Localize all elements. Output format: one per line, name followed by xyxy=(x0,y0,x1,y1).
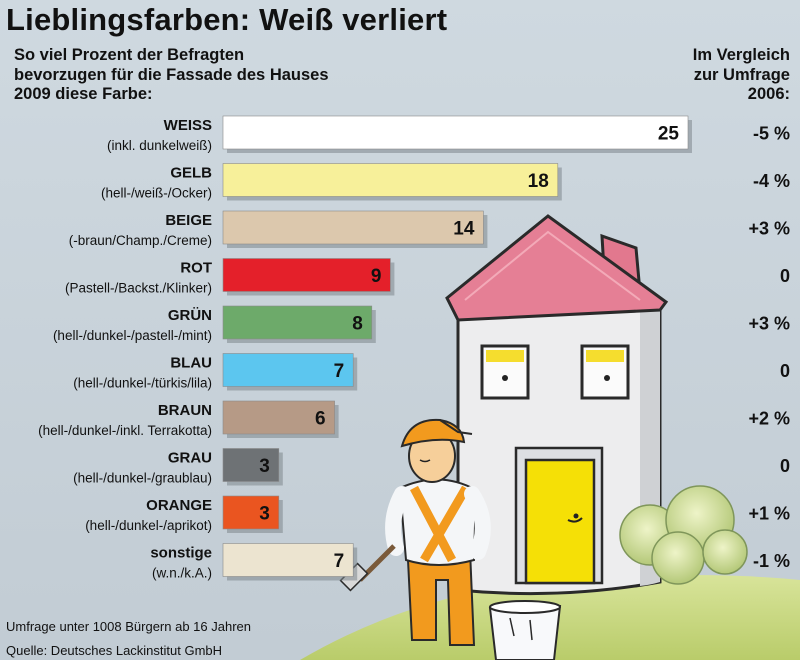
bar xyxy=(222,543,354,577)
bar-value-label: 3 xyxy=(259,456,270,477)
bar-value-label: 7 xyxy=(334,551,345,572)
change-vs-2006-label: -1 % xyxy=(753,551,790,571)
category-label: sonstige xyxy=(150,545,212,562)
window-left xyxy=(480,344,530,400)
bar-value-label: 14 xyxy=(453,219,475,240)
category-detail-label: (inkl. dunkelweiß) xyxy=(107,138,212,153)
bush xyxy=(619,485,748,585)
category-label: ROT xyxy=(180,260,212,277)
category-detail-label: (w.n./k.A.) xyxy=(152,566,212,581)
comparison-header-line: 2006: xyxy=(747,85,790,103)
bar-value-label: 18 xyxy=(528,171,549,192)
bar xyxy=(222,258,391,292)
bar xyxy=(222,448,280,482)
category-detail-label: (hell-/dunkel-/aprikot) xyxy=(85,518,212,533)
bar xyxy=(222,163,559,197)
bar-value-label: 7 xyxy=(334,361,345,382)
category-label: GRÜN xyxy=(168,307,212,324)
chart-title: Lieblingsfarben: Weiß verliert xyxy=(6,2,448,37)
paint-bucket xyxy=(488,600,562,660)
category-detail-label: (hell-/weiß-/Ocker) xyxy=(101,186,212,201)
category-detail-label: (hell-/dunkel-/graublau) xyxy=(73,471,212,486)
bar-value-label: 6 xyxy=(315,409,326,430)
comparison-header-line: zur Umfrage xyxy=(693,65,790,84)
bar xyxy=(222,210,484,245)
change-vs-2006-label: 0 xyxy=(780,456,790,476)
bar-value-label: 25 xyxy=(658,124,680,145)
bar-value-label: 3 xyxy=(259,504,270,525)
change-vs-2006-label: -5 % xyxy=(753,124,790,144)
category-label: BLAU xyxy=(170,355,212,372)
category-label: BEIGE xyxy=(165,212,212,229)
source-note: Quelle: Deutsches Lackinstitut GmbH xyxy=(6,643,223,658)
category-detail-label: (Pastell-/Backst./Klinker) xyxy=(65,281,212,296)
category-detail-label: (hell-/dunkel-/türkis/lila) xyxy=(73,376,212,391)
house xyxy=(445,214,669,596)
change-vs-2006-label: +3 % xyxy=(748,219,790,239)
comparison-header-line: Im Vergleich xyxy=(692,46,790,64)
subtitle-line: 2009 diese Farbe: xyxy=(14,85,153,103)
chart-subtitle: So viel Prozent der Befragten bevorzugen… xyxy=(14,46,329,105)
category-label: WEISS xyxy=(164,117,212,134)
survey-note: Umfrage unter 1008 Bürgern ab 16 Jahren xyxy=(6,619,251,634)
bar xyxy=(222,353,354,387)
category-detail-label: (-braun/Champ./Creme) xyxy=(69,233,212,248)
category-detail-label: (hell-/dunkel-/pastell-/mint) xyxy=(53,328,212,343)
change-vs-2006-label: +1 % xyxy=(748,504,790,524)
change-vs-2006-label: +2 % xyxy=(748,409,790,429)
change-vs-2006-label: +3 % xyxy=(748,314,790,334)
front-door xyxy=(514,446,604,585)
painter-figure xyxy=(339,418,491,646)
category-label: BRAUN xyxy=(158,402,212,419)
bar xyxy=(222,400,335,435)
category-label: ORANGE xyxy=(146,497,212,514)
bar-value-label: 9 xyxy=(371,266,382,287)
subtitle-line: bevorzugen für die Fassade des Hauses xyxy=(14,65,329,84)
change-vs-2006-label: 0 xyxy=(780,361,790,381)
bar-value-label: 8 xyxy=(352,314,363,335)
bar xyxy=(222,305,373,340)
bar xyxy=(222,115,689,150)
subtitle-line: So viel Prozent der Befragten xyxy=(14,46,245,64)
change-vs-2006-label: -4 % xyxy=(753,171,790,191)
window-right xyxy=(580,344,630,400)
category-label: GRAU xyxy=(168,450,212,467)
bar xyxy=(222,495,280,530)
comparison-header: Im Vergleich zur Umfrage 2006: xyxy=(693,46,790,105)
category-label: GELB xyxy=(170,165,212,182)
change-vs-2006-label: 0 xyxy=(780,266,790,286)
category-detail-label: (hell-/dunkel-/inkl. Terrakotta) xyxy=(38,423,212,438)
